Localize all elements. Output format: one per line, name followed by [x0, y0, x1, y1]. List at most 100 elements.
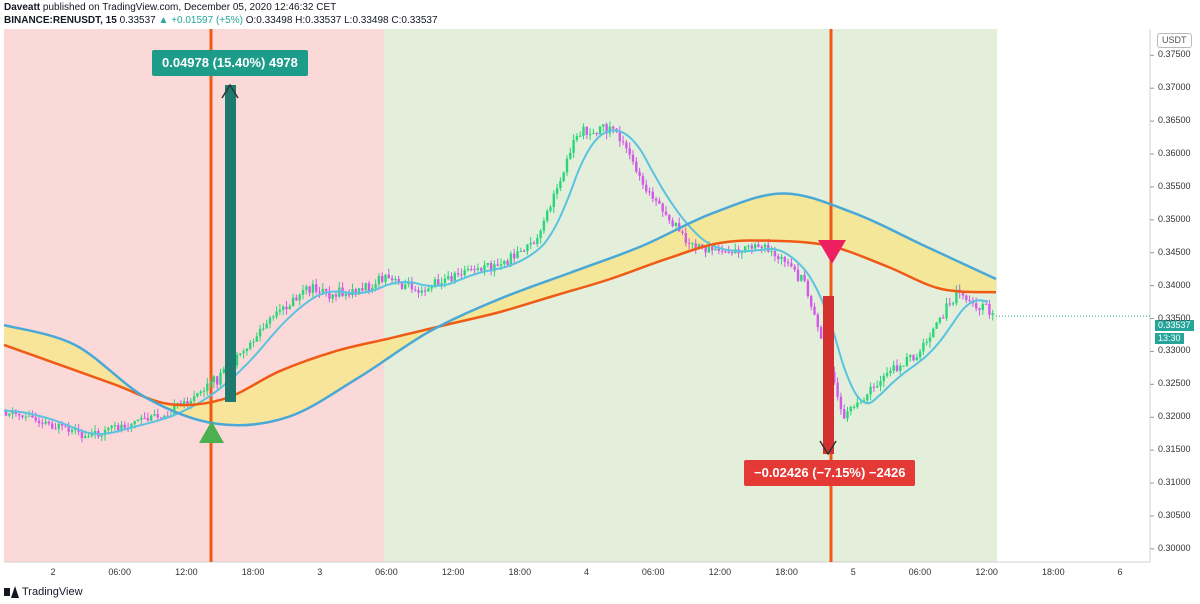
price-axis-label: 0.32000 [1158, 411, 1191, 422]
sell-marker-icon [818, 240, 846, 264]
candle [559, 180, 562, 189]
candle [810, 296, 813, 307]
candle [697, 244, 701, 249]
last-price: 0.33537 [119, 15, 156, 26]
price-axis-label: 0.30500 [1158, 509, 1191, 520]
candle [991, 313, 994, 315]
candle [641, 175, 645, 185]
candle [37, 420, 41, 424]
candle [546, 210, 549, 221]
price-axis-label: 0.36500 [1158, 115, 1191, 126]
candle [905, 356, 909, 366]
candle [975, 303, 978, 309]
candle [357, 288, 361, 295]
candle [384, 274, 387, 282]
candle [915, 357, 918, 361]
candle [407, 282, 410, 285]
time-axis-label: 06:00 [108, 567, 131, 577]
candle [364, 283, 367, 291]
candle [140, 417, 143, 420]
candle [301, 290, 305, 295]
candle [423, 290, 427, 292]
candle [288, 306, 291, 310]
candle [443, 278, 447, 283]
candle [414, 289, 417, 291]
candle [192, 396, 196, 402]
candle [136, 419, 140, 422]
candle [334, 294, 338, 297]
ohlc-values: O:0.33498 H:0.33537 L:0.33498 C:0.33537 [245, 15, 438, 26]
price-axis-label: 0.37500 [1158, 49, 1191, 60]
tradingview-logo-icon [4, 586, 19, 598]
candle [747, 245, 750, 247]
candle [724, 251, 727, 253]
candle [806, 280, 810, 297]
candle [651, 191, 654, 199]
symbol-header: BINANCE:RENUSDT, 15 0.33537 ▲ +0.01597 (… [4, 15, 438, 26]
candle [255, 336, 258, 342]
candle [222, 368, 225, 373]
candle [773, 251, 777, 257]
candle [24, 416, 27, 418]
candle [374, 284, 377, 288]
candle [397, 279, 400, 283]
candle [44, 421, 47, 424]
candle [278, 309, 282, 312]
candle [31, 415, 34, 418]
candle [598, 126, 602, 135]
candle [671, 220, 674, 227]
currency-button[interactable]: USDT [1157, 33, 1192, 48]
time-axis-label: 5 [850, 567, 856, 577]
candle [948, 303, 951, 305]
candle [235, 354, 239, 366]
price-axis-label: 0.36000 [1158, 148, 1191, 159]
measure-down-bar [823, 296, 834, 454]
candle [625, 142, 628, 149]
candle [922, 342, 925, 352]
candle [912, 355, 915, 361]
candle [529, 242, 532, 245]
candle [163, 415, 166, 419]
measure-down-arrow [819, 440, 837, 456]
candle [612, 126, 615, 129]
candle [130, 424, 133, 428]
candle [638, 171, 641, 176]
candle [711, 246, 714, 251]
candle [526, 244, 529, 252]
candle [400, 282, 404, 289]
candle [691, 243, 694, 245]
candle [480, 268, 483, 271]
candle [390, 278, 394, 281]
candle [819, 327, 823, 339]
price-axis-label: 0.35500 [1158, 180, 1191, 191]
candle [311, 284, 315, 293]
candle [925, 341, 928, 343]
candle [618, 131, 621, 142]
candle [153, 414, 156, 416]
symbol-name: BINANCE:RENUSDT, 15 [4, 15, 117, 26]
candle [760, 246, 763, 248]
candle [786, 261, 790, 264]
candle [631, 154, 635, 162]
candle [272, 316, 275, 318]
bearish-zone [4, 29, 384, 562]
candle [427, 288, 430, 292]
candle [324, 288, 328, 292]
candle [100, 435, 103, 437]
bar-countdown-tag: 13:30 [1155, 333, 1184, 344]
candle [796, 269, 800, 281]
candle [361, 288, 364, 291]
candle [687, 242, 691, 244]
candle [351, 289, 354, 296]
candle [450, 276, 453, 282]
candle [367, 283, 371, 292]
candle [90, 433, 93, 437]
candle [727, 251, 730, 253]
price-change: ▲ +0.01597 (+5%) [158, 15, 243, 26]
candle [216, 376, 219, 385]
time-axis-label: 06:00 [908, 567, 932, 577]
tradingview-logo[interactable]: TradingView [4, 586, 83, 598]
candle [503, 260, 506, 265]
candle [555, 188, 559, 194]
